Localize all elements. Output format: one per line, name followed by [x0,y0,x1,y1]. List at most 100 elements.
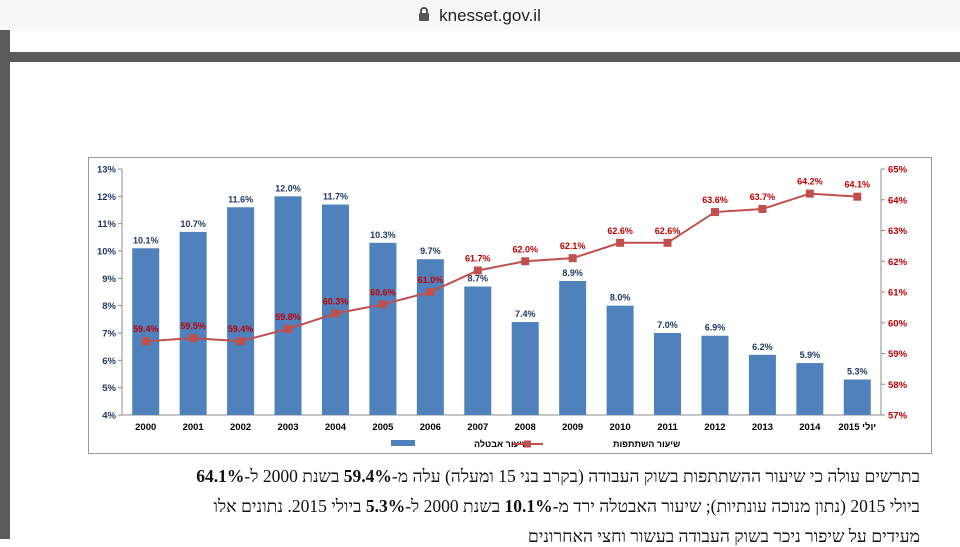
right-tick-label: 62% [888,257,908,268]
bold-value: 64.1% [196,466,245,486]
x-tick-label: 2006 [420,422,441,433]
left-tick-label: 4% [102,411,116,422]
x-tick-label: 2005 [372,422,394,433]
unemployment-bar-label: 9.7% [420,246,441,256]
participation-point [378,300,387,309]
paragraph-line-2: ביולי 2015 (נתון מנוכה עונתיות); שיעור ה… [100,496,920,517]
unemployment-bar [606,305,634,415]
unemployment-bar [559,281,587,415]
x-tick-label: 2004 [325,422,347,433]
url-display[interactable]: knesset.gov.il [0,6,960,26]
right-tick-label: 64% [888,195,908,206]
paragraph-line-1: בתרשים עולה כי שיעור ההשתתפות בשוק העבוד… [100,466,920,487]
bold-value: 10.1% [504,496,553,516]
unemployment-bar-label: 6.9% [705,323,726,333]
legend-unemployment-label: שיעור אבטלה [474,439,529,449]
bold-value: 5.3% [365,496,406,516]
unemployment-bar-label: 11.7% [323,192,348,202]
labor-market-chart: 4% 5% 6% 7% 8% 9% 10% 11% 12% 13% 57% 58% 59% 60% 61% 6… [97,165,908,450]
unemployment-bar-label: 10.3% [370,230,396,240]
unemployment-bar [227,207,255,415]
x-tick-label: 2003 [277,422,298,433]
participation-point-label: 63.6% [702,195,728,205]
participation-point [710,208,719,217]
participation-point [284,324,293,333]
participation-point-label: 62.1% [560,241,586,251]
page-left-border [0,30,10,539]
x-tick-label: 2012 [704,422,725,433]
unemployment-bar [843,379,871,415]
left-tick-label: 5% [102,383,116,394]
paragraph-line-3: מעידים על שיפור ניכר בשוק העבודה בעשור ו… [527,526,920,546]
left-tick-label: 13% [97,165,117,176]
text-segment: ביולי 2015 (נתון מנוכה עונתיות); שיעור ה… [552,496,920,516]
right-tick-label: 59% [888,349,908,360]
participation-point-label: 59.4% [133,324,159,334]
unemployment-bar-label: 6.2% [752,342,773,352]
left-tick-label: 7% [102,329,116,340]
x-tick-label: 2013 [752,422,773,433]
unemployment-bar-label: 8.0% [610,293,631,303]
participation-point [189,334,198,343]
unemployment-bar-label: 8.9% [562,268,583,278]
unemployment-bar [701,335,729,415]
participation-point-label: 60.6% [370,287,396,297]
x-tick-label: 2009 [562,422,583,433]
participation-point [805,189,814,198]
participation-point-label: 59.4% [228,324,254,334]
participation-point [473,266,482,275]
unemployment-bar-label: 12.0% [275,183,301,193]
x-tick-label: 2015 יולי [838,422,876,433]
right-tick-label: 60% [888,318,908,329]
right-tick-label: 58% [888,380,908,391]
unemployment-bar-label: 5.9% [800,350,821,360]
participation-point-label: 61.7% [465,253,491,263]
text-segment: בשנת 2000 ל- [405,496,505,516]
participation-point-label: 61.0% [418,275,444,285]
participation-point [663,238,672,247]
unemployment-bar [416,259,444,415]
page-top-band [10,52,960,62]
unemployment-bar [132,248,160,415]
unemployment-bar-label: 8.7% [468,274,489,284]
unemployment-bar [179,231,207,415]
x-tick-label: 2014 [799,422,821,433]
participation-point [141,337,150,346]
unemployment-bar [274,196,302,415]
legend-participation-label: שיעור השתתפות [613,439,680,449]
legend-participation-marker [524,440,531,448]
left-tick-label: 11% [98,219,117,230]
right-tick-label: 57% [888,411,908,422]
left-tick-label: 8% [102,301,116,312]
unemployment-bar-label: 11.6% [228,194,253,204]
unemployment-bar [748,354,776,415]
text-segment: בתרשים עולה כי שיעור ההשתתפות בשוק העבוד… [391,466,920,486]
x-tick-label: 2000 [135,422,156,433]
left-tick-label: 10% [97,247,117,258]
participation-point-label: 63.7% [750,192,776,202]
unemployment-bar-label: 7.0% [657,320,678,330]
x-tick-label: 2008 [515,422,536,433]
text-segment: ביולי 2015. נתונים אלו [213,496,366,516]
participation-point [758,204,767,213]
x-tick-label: 2002 [230,422,251,433]
participation-point [568,254,577,263]
unemployment-bar [796,363,824,415]
url-text: knesset.gov.il [439,6,541,25]
bold-value: 59.4% [343,466,392,486]
unemployment-bar-label: 5.3% [847,366,868,376]
participation-point [426,288,435,296]
unemployment-bar [369,242,397,415]
participation-point [331,309,340,318]
participation-point-label: 64.2% [797,177,823,187]
participation-point [853,192,862,201]
participation-point-label: 59.5% [180,321,206,331]
participation-point-label: 62.6% [655,226,681,236]
legend-unemployment-swatch [391,440,415,446]
right-tick-label: 63% [888,226,908,237]
unemployment-bar-label: 7.4% [515,309,536,319]
lock-icon [419,7,430,21]
left-tick-label: 9% [102,274,116,285]
participation-line [145,192,858,343]
browser-address-bar[interactable]: knesset.gov.il [0,0,960,30]
